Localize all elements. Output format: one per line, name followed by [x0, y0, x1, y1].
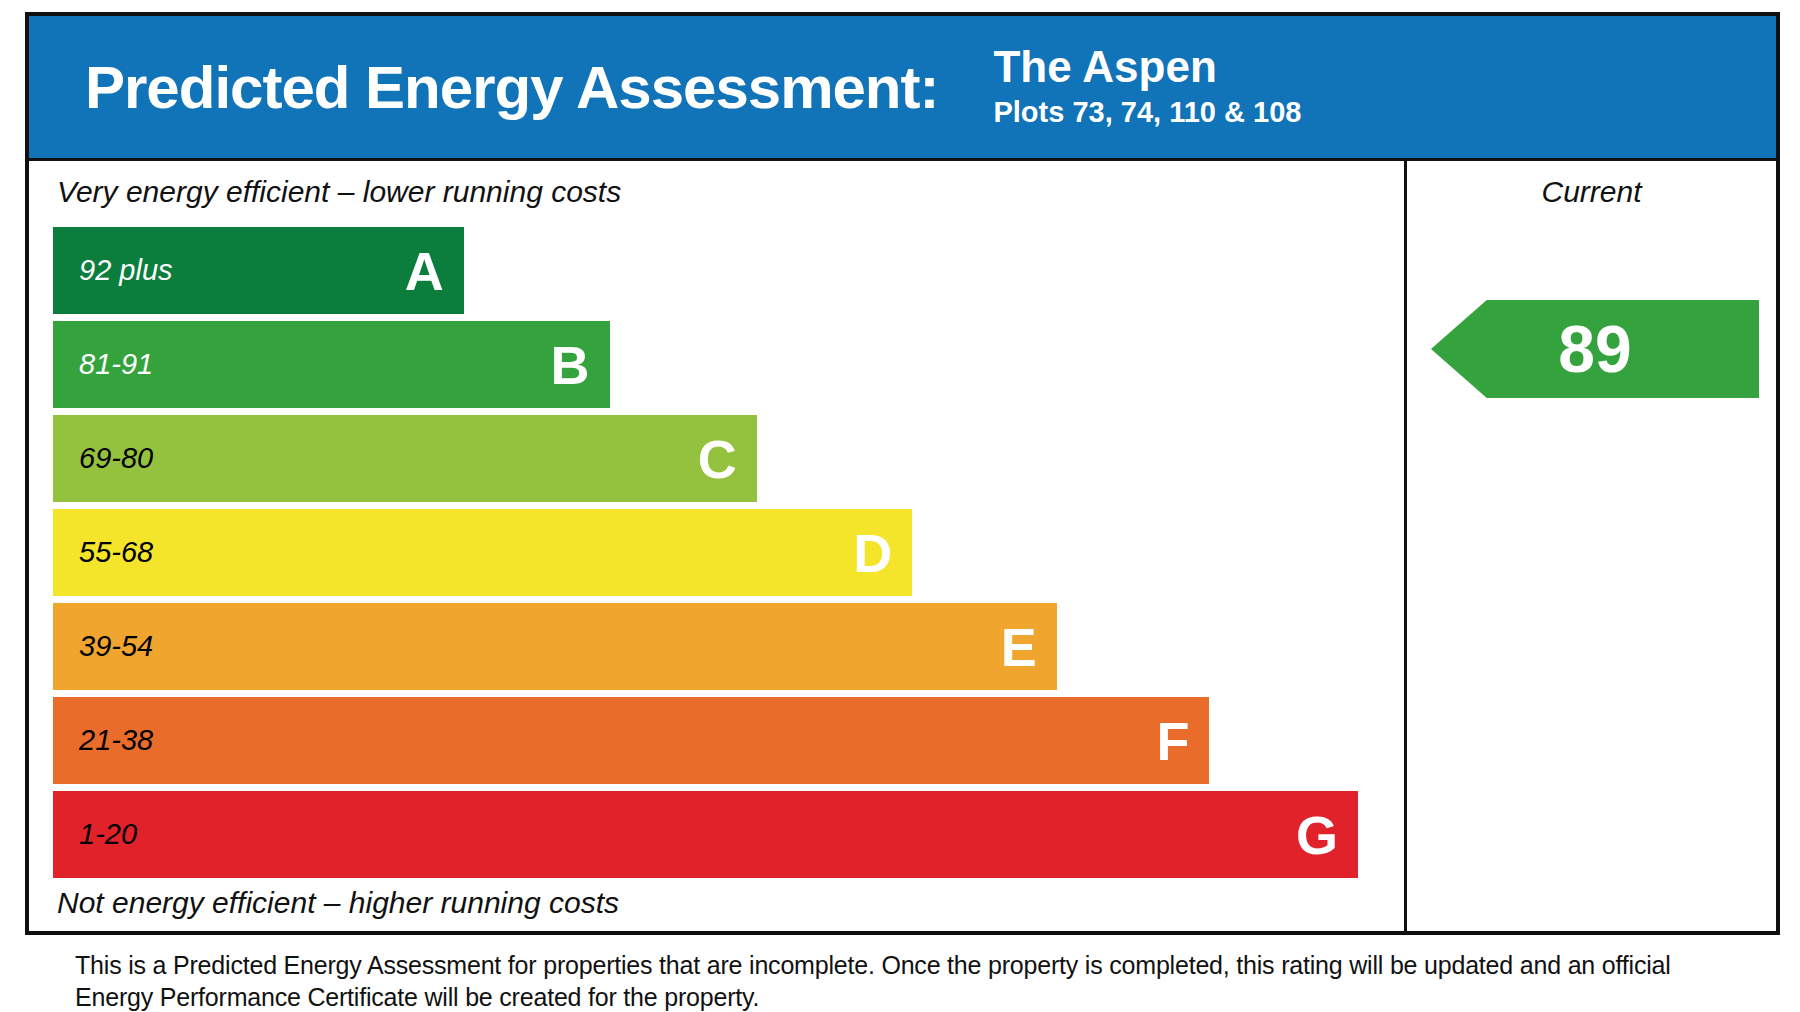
band-row-c: 69-80 C [53, 415, 1404, 502]
bottom-caption: Not energy efficient – higher running co… [57, 886, 1404, 920]
band-bar: 21-38 F [53, 697, 1209, 784]
band-letter: C [698, 432, 737, 486]
band-bar: 81-91 B [53, 321, 610, 408]
band-bar: 69-80 C [53, 415, 757, 502]
epc-certificate: Predicted Energy Assessment: The Aspen P… [0, 0, 1800, 1012]
chart-body: Very energy efficient – lower running co… [29, 161, 1776, 931]
current-column-header: Current [1407, 175, 1776, 209]
band-bar: 55-68 D [53, 509, 912, 596]
band-letter: G [1296, 808, 1338, 862]
band-letter: D [853, 526, 892, 580]
band-row-b: 81-91 B [53, 321, 1404, 408]
current-rating-value: 89 [1558, 311, 1631, 387]
band-score-range: 39-54 [79, 630, 153, 663]
current-rating-column: Current 89 [1404, 161, 1776, 931]
band-score-range: 21-38 [79, 724, 153, 757]
header-bar: Predicted Energy Assessment: The Aspen P… [29, 16, 1776, 161]
property-info: The Aspen Plots 73, 74, 110 & 108 [993, 44, 1301, 130]
current-rating-arrow: 89 [1431, 300, 1759, 398]
band-score-range: 55-68 [79, 536, 153, 569]
rating-bands-area: Very energy efficient – lower running co… [29, 161, 1404, 931]
band-letter: A [405, 244, 444, 298]
band-bar: 92 plus A [53, 227, 464, 314]
band-row-e: 39-54 E [53, 603, 1404, 690]
bands-list: 92 plus A 81-91 B 69-80 C 55-68 D 39-54 … [53, 227, 1404, 878]
disclaimer-text: This is a Predicted Energy Assessment fo… [75, 950, 1735, 1012]
band-score-range: 1-20 [79, 818, 137, 851]
band-score-range: 92 plus [79, 254, 173, 287]
band-letter: B [551, 338, 590, 392]
property-name: The Aspen [993, 44, 1301, 90]
band-bar: 1-20 G [53, 791, 1358, 878]
page-title: Predicted Energy Assessment: [85, 53, 938, 122]
top-caption: Very energy efficient – lower running co… [57, 175, 1404, 209]
band-score-range: 69-80 [79, 442, 153, 475]
epc-chart-panel: Predicted Energy Assessment: The Aspen P… [25, 12, 1780, 935]
band-letter: F [1156, 714, 1189, 768]
band-score-range: 81-91 [79, 348, 153, 381]
property-plots: Plots 73, 74, 110 & 108 [993, 94, 1301, 130]
band-letter: E [1001, 620, 1037, 674]
band-row-g: 1-20 G [53, 791, 1404, 878]
band-row-d: 55-68 D [53, 509, 1404, 596]
band-row-f: 21-38 F [53, 697, 1404, 784]
band-bar: 39-54 E [53, 603, 1057, 690]
band-row-a: 92 plus A [53, 227, 1404, 314]
